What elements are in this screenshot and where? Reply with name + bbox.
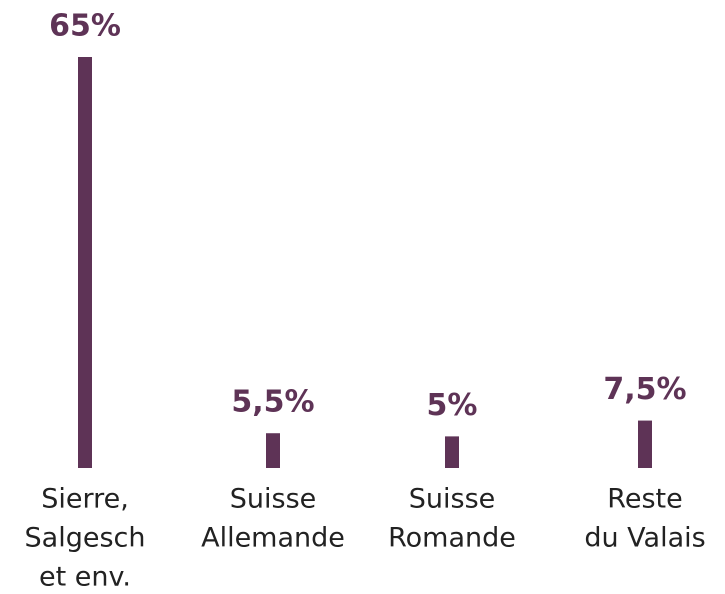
category-label: Sierre,: [41, 484, 129, 515]
bar: [638, 420, 652, 468]
value-label: 5,5%: [231, 385, 314, 420]
category-label: Suisse: [409, 484, 496, 515]
value-label: 65%: [49, 9, 121, 44]
value-label: 7,5%: [603, 372, 686, 407]
category-label: Reste: [607, 484, 682, 515]
bar: [78, 57, 92, 468]
category-label: Salgesch: [25, 523, 146, 554]
category-label: et env.: [39, 562, 131, 593]
category-label: Suisse: [230, 484, 317, 515]
value-label: 5%: [427, 388, 478, 423]
category-label: Allemande: [201, 523, 345, 554]
bar: [445, 436, 459, 468]
bar: [266, 433, 280, 468]
category-label: Romande: [388, 523, 516, 554]
category-label: du Valais: [584, 523, 705, 554]
